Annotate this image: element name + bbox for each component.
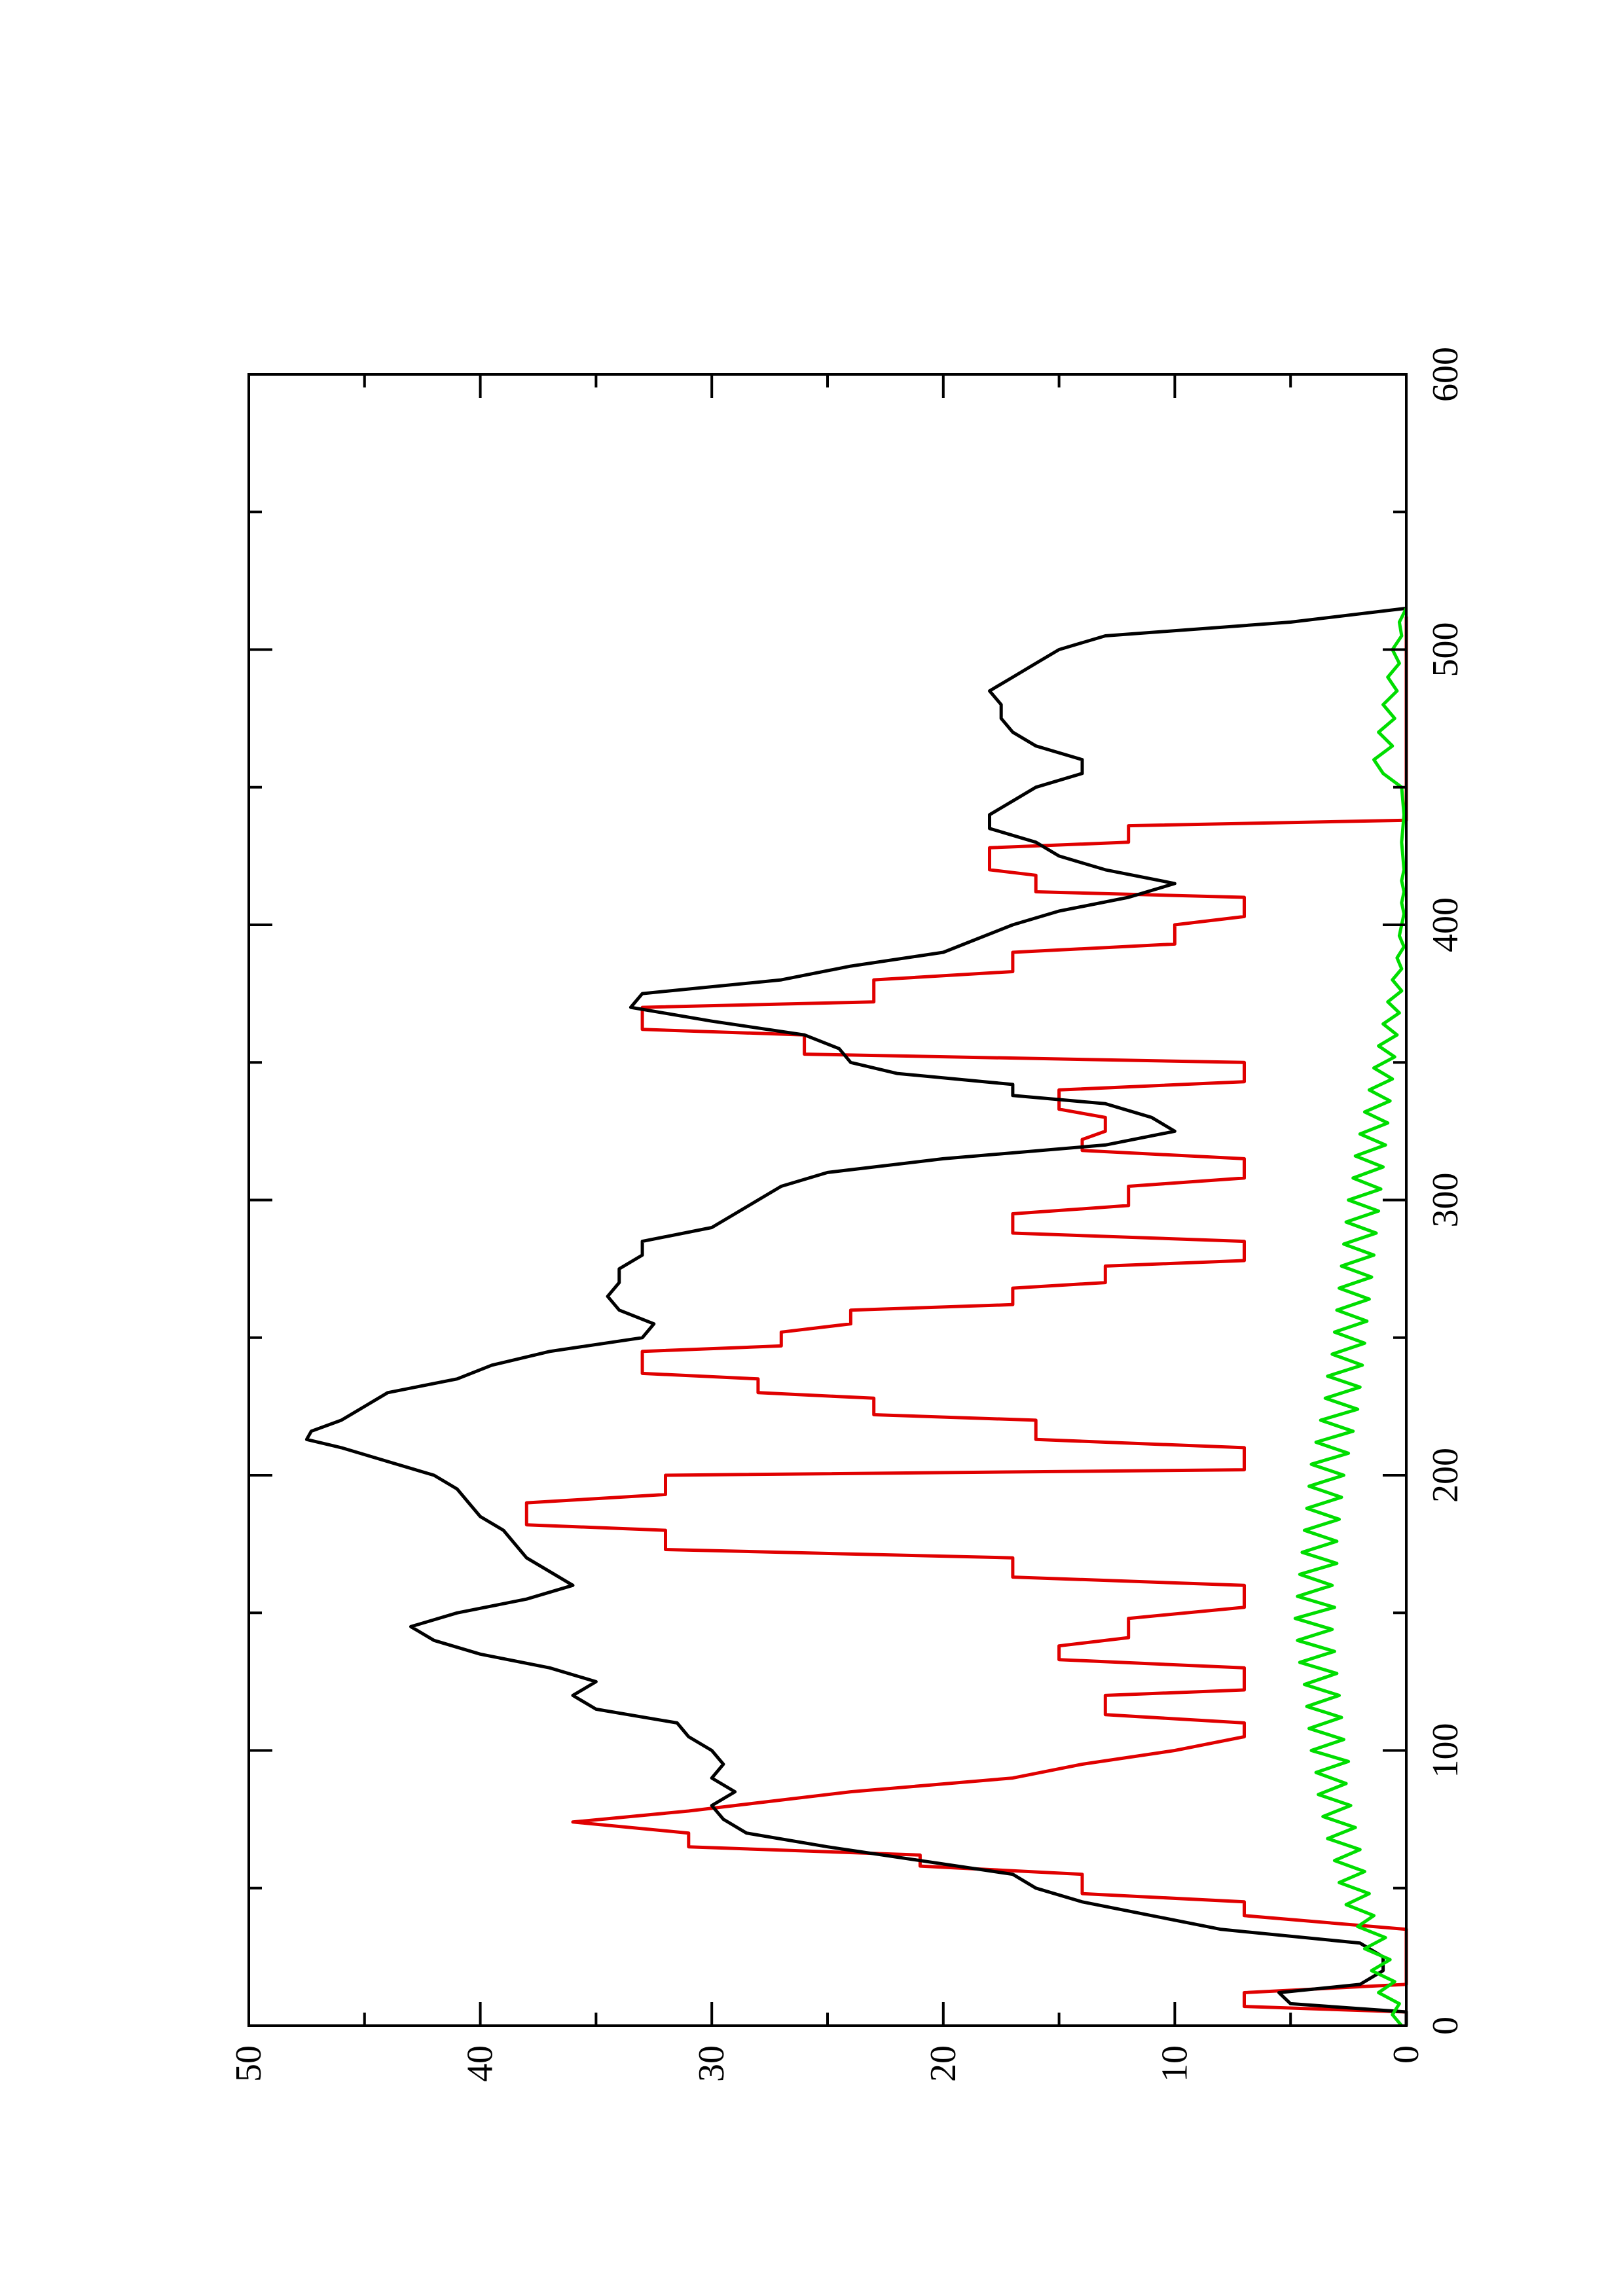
x-tick-label: 0 <box>1425 2017 1466 2035</box>
series-line-2 <box>304 606 1408 2026</box>
x-tick-label: 600 <box>1425 347 1466 402</box>
x-tick-label: 300 <box>1425 1173 1466 1228</box>
y-tick-label: 50 <box>228 2045 269 2082</box>
x-tick-label: 200 <box>1425 1448 1466 1503</box>
series-layer <box>304 606 1408 2027</box>
y-tick-label: 10 <box>1154 2045 1195 2082</box>
y-tick-label: 30 <box>691 2045 732 2082</box>
x-tick-label: 100 <box>1425 1723 1466 1778</box>
y-tick-label: 20 <box>923 2045 964 2082</box>
y-tick-label: 40 <box>460 2045 501 2082</box>
x-tick-label: 500 <box>1425 622 1466 677</box>
series-line-1 <box>524 617 1408 2026</box>
plot-frame <box>247 373 1408 2027</box>
ticks-layer <box>247 373 1408 2027</box>
series-line-3 <box>1293 607 1408 2027</box>
tick-labels-layer: 0 100 200 300 400 500 600 0 10 20 30 40 50 <box>228 347 1466 2082</box>
x-tick-label: 400 <box>1425 897 1466 952</box>
y-tick-label: 0 <box>1386 2045 1427 2064</box>
